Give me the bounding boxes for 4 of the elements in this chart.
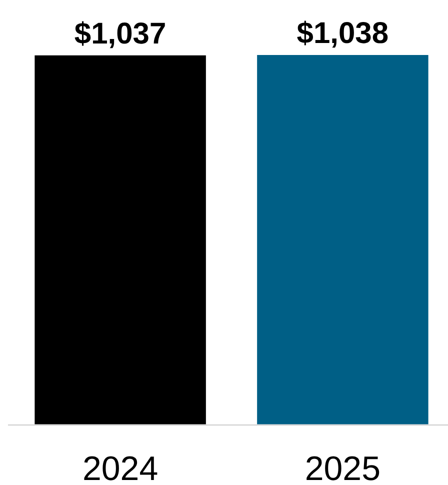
data-label: $1,038 xyxy=(296,17,389,50)
x-tick-label: 2024 xyxy=(82,450,158,485)
x-tick-label: 2025 xyxy=(304,450,381,485)
data-label: $1,037 xyxy=(74,17,166,50)
